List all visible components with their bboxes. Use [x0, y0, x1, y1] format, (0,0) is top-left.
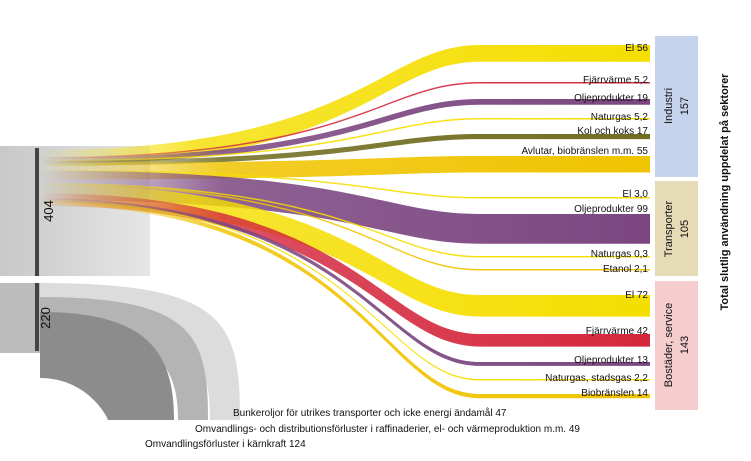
loss-input-block — [0, 283, 40, 353]
loss-input-value: 220 — [38, 307, 53, 329]
loss-bands — [40, 283, 240, 420]
flow-label-bostader-3: Naturgas, stadsgas 2,2 — [545, 373, 648, 384]
flow-band-bostader-2 — [40, 198, 650, 366]
sector-name-industri: Industri — [663, 88, 675, 124]
flow-label-transporter-0: El 3,0 — [622, 189, 648, 200]
diagram-title: Total slutlig användning uppdelat på sek… — [719, 73, 731, 311]
flow-labels: El 56 Fjärrvärme 5,2 Oljeprodukter 19 Natur… — [521, 43, 648, 399]
flow-label-industri-4: Kol och koks 17 — [577, 126, 648, 137]
flow-label-transporter-2: Naturgas 0,3 — [591, 249, 649, 260]
flow-band-bostader-0 — [40, 184, 650, 317]
flow-band-industri-4 — [40, 134, 650, 166]
flow-band-industri-3 — [40, 118, 650, 162]
flow-band-transporter-1 — [40, 170, 650, 244]
flow-label-bostader-2: Oljeprodukter 13 — [574, 355, 648, 366]
sector-name-bostader: Bostäder, service — [663, 303, 675, 387]
flow-bands — [40, 45, 650, 399]
loss-input-bar — [35, 283, 39, 351]
flow-label-bostader-1: Fjärrvärme 42 — [586, 326, 649, 337]
flow-band-industri-0 — [40, 45, 650, 167]
loss-labels: Bunkeroljor för utrikes transporter och … — [145, 407, 580, 450]
flow-label-industri-3: Naturgas 5,2 — [591, 112, 649, 123]
sector-value-bostader: 143 — [679, 336, 691, 354]
flow-band-transporter-0 — [40, 169, 650, 199]
loss-label-1: Omvandlings- och distributionsförluster … — [195, 424, 580, 435]
flow-label-industri-5: Avlutar, biobränslen m.m. 55 — [521, 146, 648, 157]
total-input-bar — [35, 148, 39, 276]
sector-box-industri — [655, 36, 698, 177]
flow-label-industri-0: El 56 — [625, 43, 648, 54]
sector-name-transporter: Transporter — [663, 200, 675, 257]
flow-label-transporter-1: Oljeprodukter 99 — [574, 204, 648, 215]
flow-label-bostader-4: Biobränslen 14 — [581, 388, 648, 399]
flow-label-bostader-0: El 72 — [625, 290, 648, 301]
sector-value-transporter: 105 — [679, 220, 691, 238]
total-input-value: 404 — [41, 200, 56, 222]
sector-value-industri: 157 — [679, 97, 691, 115]
loss-label-0: Bunkeroljor för utrikes transporter och … — [233, 407, 507, 419]
flow-band-industri-2 — [40, 99, 650, 164]
flow-label-transporter-3: Etanol 2,1 — [603, 264, 648, 275]
flow-label-industri-1: Fjärrvärme 5,2 — [583, 75, 648, 86]
loss-band-2 — [40, 312, 174, 420]
loss-band-0 — [40, 283, 240, 420]
loss-label-2: Omvandlingsförluster i kärnkraft 124 — [145, 439, 306, 450]
sector-box-bostader — [655, 281, 698, 410]
flow-band-bostader-1 — [40, 193, 650, 347]
flow-label-industri-2: Oljeprodukter 19 — [574, 93, 648, 104]
sector-box-transporter — [655, 181, 698, 276]
